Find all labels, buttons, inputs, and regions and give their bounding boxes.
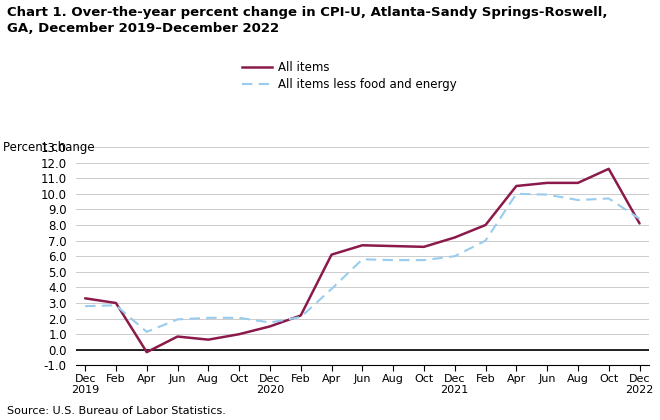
Text: Chart 1. Over-the-year percent change in CPI-U, Atlanta-Sandy Springs-Roswell,
G: Chart 1. Over-the-year percent change in… [7, 6, 607, 35]
Legend: All items, All items less food and energy: All items, All items less food and energ… [242, 61, 456, 91]
Y-axis label: Percent change: Percent change [0, 419, 1, 420]
Text: Percent change: Percent change [3, 141, 95, 154]
Text: Source: U.S. Bureau of Labor Statistics.: Source: U.S. Bureau of Labor Statistics. [7, 406, 226, 416]
